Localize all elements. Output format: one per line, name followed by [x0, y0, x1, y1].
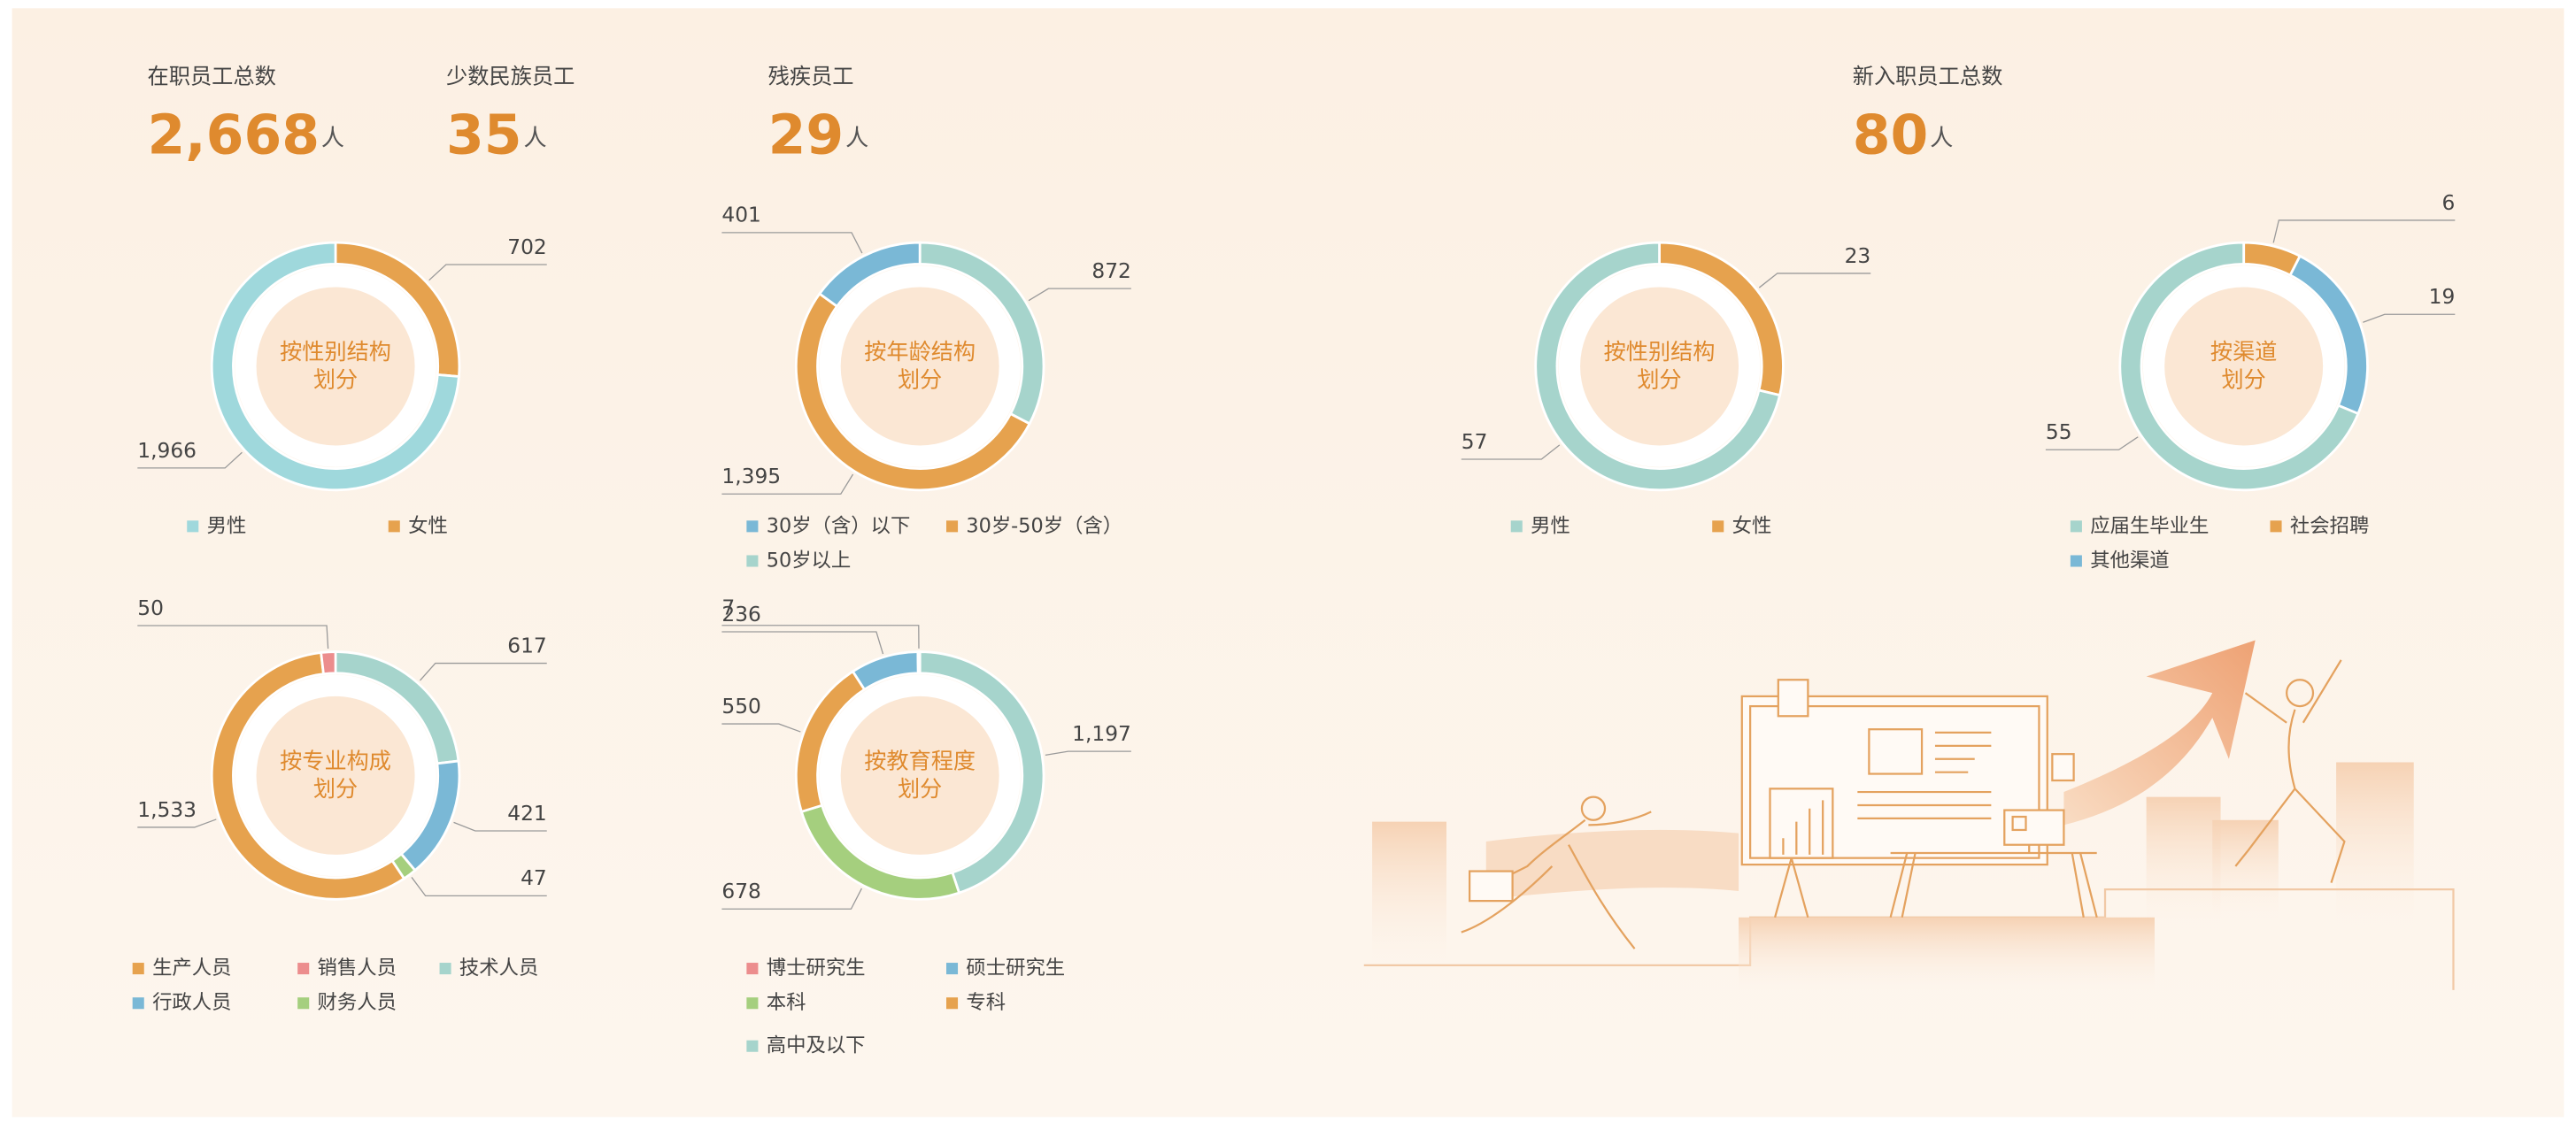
legend-swatch — [746, 555, 758, 566]
legend-swatch — [2071, 555, 2082, 566]
data-label: 421 — [507, 802, 546, 826]
legend-swatch — [2271, 520, 2282, 532]
legend-swatch — [746, 997, 758, 1009]
data-label: 550 — [721, 695, 760, 719]
legend-label: 男性 — [1531, 514, 1570, 537]
center-label: 按年龄结构 — [864, 339, 976, 365]
legend-label: 销售人员 — [318, 957, 397, 980]
legend-label: 博士研究生 — [767, 957, 866, 980]
legend-swatch — [946, 997, 958, 1009]
legend-swatch — [389, 520, 400, 532]
legend-label: 高中及以下 — [767, 1034, 866, 1057]
legend-label: 社会招聘 — [2290, 514, 2369, 537]
data-label: 47 — [521, 866, 547, 890]
legend-label: 30岁-50岁（含） — [966, 514, 1122, 537]
legend-label: 技术人员 — [459, 957, 538, 980]
donut-segment — [918, 652, 920, 673]
center-label: 按渠道 — [2210, 339, 2277, 365]
data-label: 55 — [2046, 420, 2072, 444]
data-label: 23 — [1845, 244, 1871, 268]
data-label: 1,966 — [137, 439, 197, 463]
stat-unit: 人 — [523, 125, 546, 151]
legend-label: 行政人员 — [152, 991, 231, 1014]
legend-swatch — [440, 963, 451, 974]
legend-label: 本科 — [767, 991, 806, 1014]
infographic: 在职员工总数2,668人少数民族员工35人残疾员工29人新入职员工总数80人70… — [0, 0, 2576, 1122]
data-label: 872 — [1091, 259, 1130, 283]
stat-value: 29 — [768, 104, 845, 167]
data-label: 617 — [507, 634, 546, 657]
center-label: 按专业构成 — [280, 748, 391, 773]
legend-swatch — [133, 963, 144, 974]
center-label: 划分 — [898, 367, 942, 393]
stat-unit: 人 — [321, 125, 344, 151]
data-label: 678 — [721, 880, 760, 903]
data-label: 57 — [1462, 430, 1488, 454]
legend-label: 其他渠道 — [2090, 549, 2169, 573]
legend-label: 50岁以上 — [767, 549, 852, 573]
page: 在职员工总数2,668人少数民族员工35人残疾员工29人新入职员工总数80人70… — [0, 0, 2576, 1122]
data-label: 1,533 — [137, 798, 197, 822]
legend-swatch — [1712, 520, 1724, 532]
legend-swatch — [746, 520, 758, 532]
data-label: 6 — [2442, 191, 2456, 215]
stat-title: 新入职员工总数 — [1853, 64, 2003, 89]
center-label: 划分 — [313, 776, 358, 802]
legend-swatch — [946, 963, 958, 974]
stat-value: 35 — [446, 104, 522, 167]
data-label: 1,395 — [721, 465, 781, 488]
data-label: 7 — [721, 596, 735, 620]
legend-label: 30岁（含）以下 — [767, 514, 911, 537]
stat-unit: 人 — [1930, 125, 1953, 151]
center-label: 按性别结构 — [280, 339, 391, 365]
data-label: 1,197 — [1072, 722, 1131, 746]
legend-swatch — [133, 997, 144, 1009]
center-label: 划分 — [898, 776, 942, 802]
data-label: 401 — [721, 204, 760, 227]
legend-swatch — [2071, 520, 2082, 532]
stat-title: 在职员工总数 — [147, 64, 275, 89]
donut-segment — [321, 652, 335, 674]
center-label: 按性别结构 — [1604, 339, 1716, 365]
center-label: 按教育程度 — [864, 748, 976, 773]
background — [12, 8, 2564, 1117]
legend-label: 应届生毕业生 — [2090, 514, 2209, 537]
stat-title: 少数民族员工 — [446, 64, 575, 89]
legend-swatch — [1511, 520, 1523, 532]
center-label: 划分 — [313, 367, 358, 393]
stat-unit: 人 — [845, 125, 868, 151]
legend-label: 女性 — [1732, 514, 1772, 537]
legend-swatch — [946, 520, 958, 532]
legend-swatch — [746, 963, 758, 974]
legend-swatch — [746, 1041, 758, 1052]
data-label: 19 — [2429, 285, 2456, 309]
data-label: 702 — [507, 235, 546, 259]
legend-label: 硕士研究生 — [966, 957, 1065, 980]
stat-line: 2,668人 — [147, 104, 344, 167]
legend-swatch — [187, 520, 198, 532]
center-label: 划分 — [1637, 367, 1681, 393]
legend-label: 专科 — [966, 991, 1006, 1014]
legend-label: 女性 — [408, 514, 448, 537]
stat-title: 残疾员工 — [768, 64, 854, 89]
stat-value: 80 — [1853, 104, 1929, 167]
legend-swatch — [297, 963, 309, 974]
legend-swatch — [297, 997, 309, 1009]
legend-label: 财务人员 — [318, 991, 397, 1014]
legend-label: 生产人员 — [152, 957, 231, 980]
stat-value: 2,668 — [147, 104, 320, 167]
legend-label: 男性 — [207, 514, 247, 537]
center-label: 划分 — [2222, 367, 2266, 393]
data-label: 50 — [137, 596, 164, 620]
